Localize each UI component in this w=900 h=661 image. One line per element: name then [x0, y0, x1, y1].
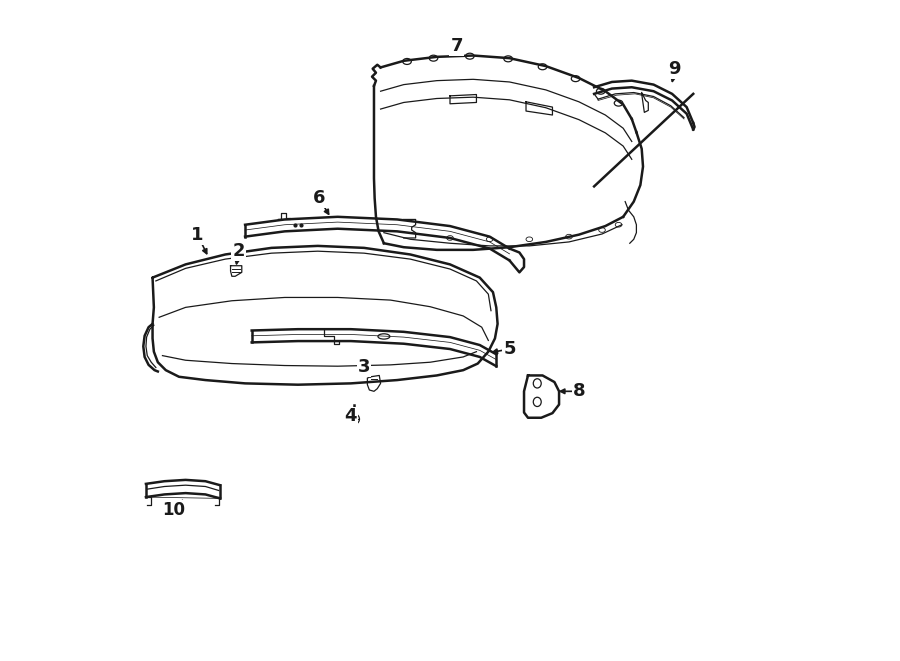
Text: 8: 8: [572, 382, 585, 401]
Text: 6: 6: [313, 189, 326, 208]
Text: 1: 1: [191, 225, 203, 244]
Text: 9: 9: [669, 60, 681, 79]
Text: 10: 10: [162, 501, 185, 520]
Text: 4: 4: [345, 407, 357, 426]
Text: 3: 3: [358, 358, 370, 376]
Text: 5: 5: [503, 340, 516, 358]
Text: 7: 7: [450, 37, 463, 56]
Text: 2: 2: [232, 242, 245, 260]
